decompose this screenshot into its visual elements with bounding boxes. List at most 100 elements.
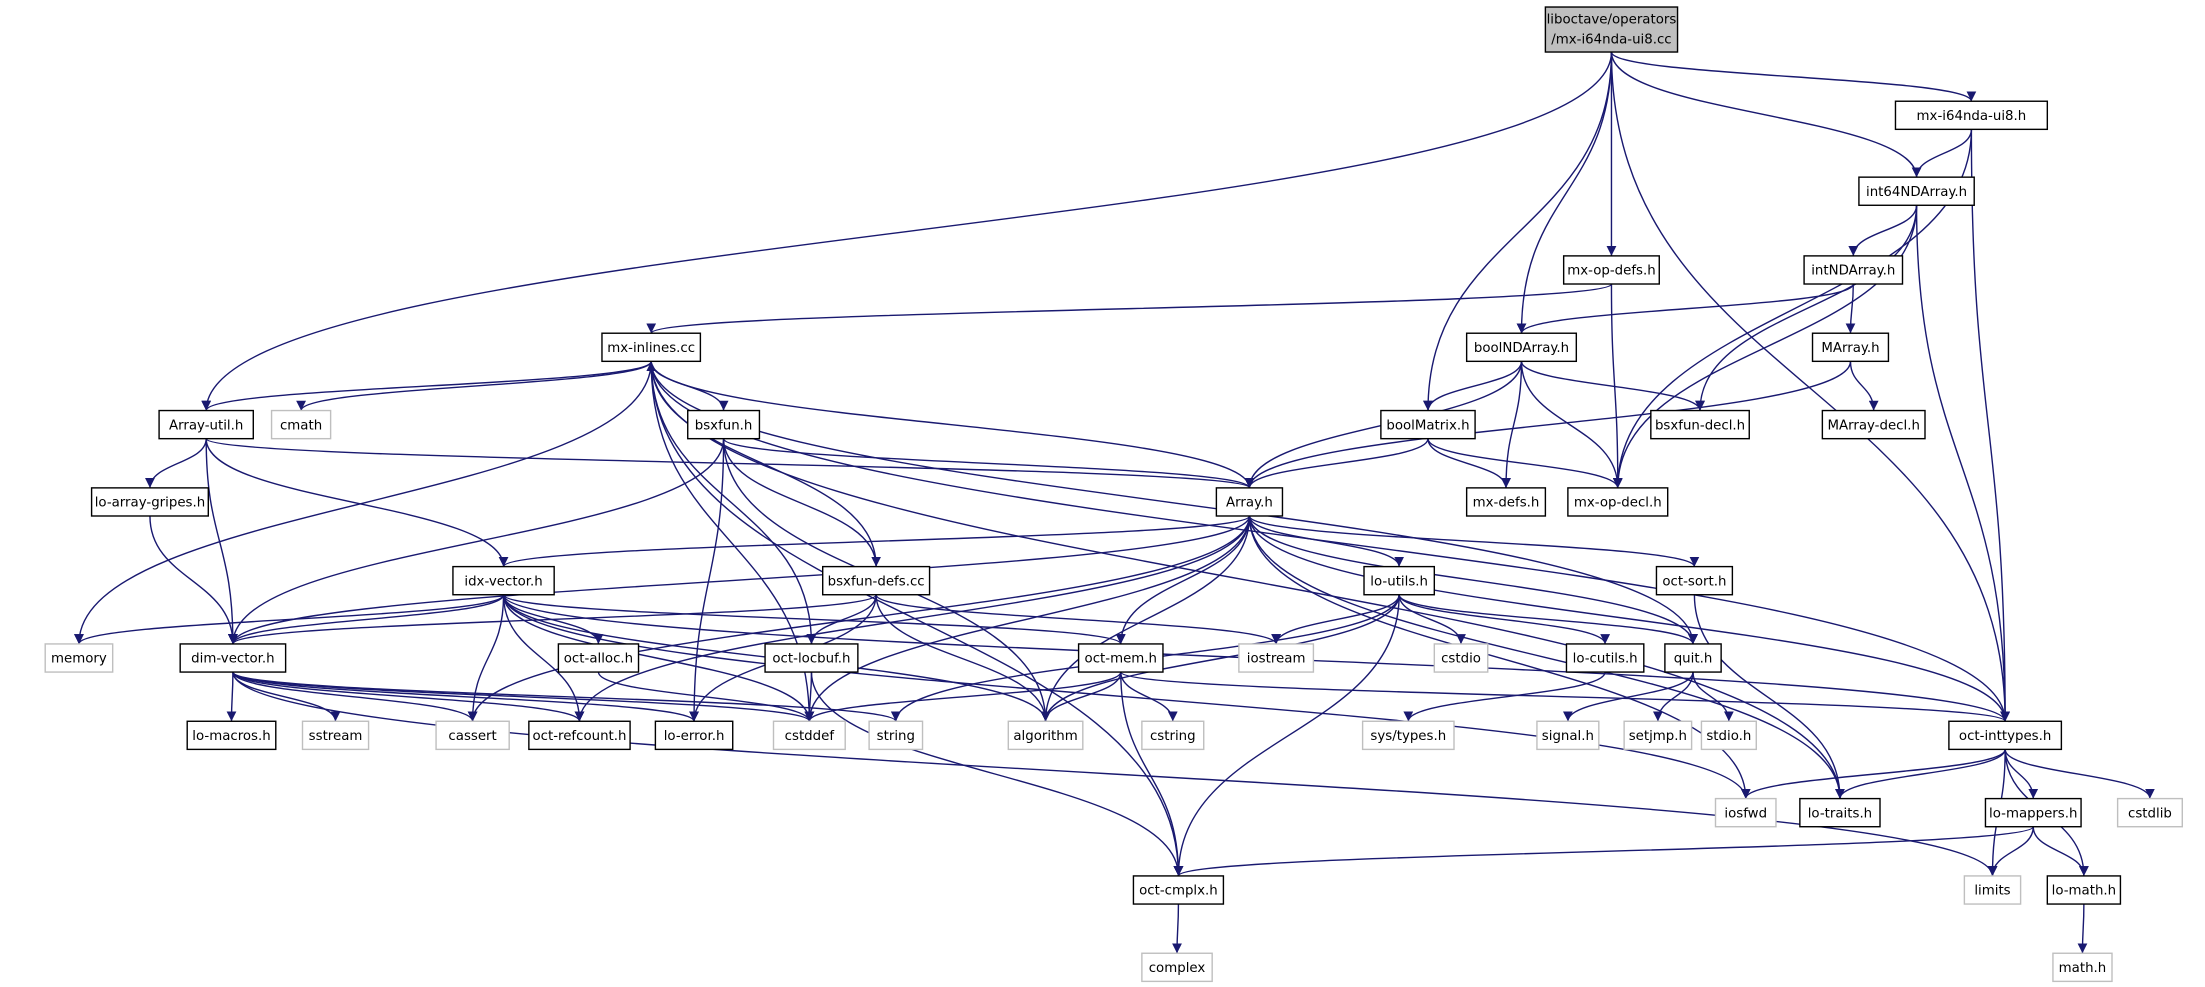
dependency-edge <box>145 438 207 488</box>
dependency-edge <box>722 438 1255 489</box>
node-box <box>1664 643 1722 673</box>
dependency-edge <box>1427 438 1511 488</box>
node-box <box>1361 720 1455 751</box>
node-box <box>1714 797 1777 828</box>
dependency-edge <box>1987 826 2034 876</box>
dependency-edge <box>804 515 1251 722</box>
node-box <box>772 720 846 751</box>
dependency-edge <box>205 438 238 644</box>
node-label: int64NDArray.h <box>1866 185 1967 200</box>
node-label: Array-util.h <box>169 418 243 433</box>
dependency-edge <box>597 671 815 722</box>
dependency-edge <box>228 438 725 644</box>
dependency-edge <box>1610 52 2011 722</box>
dependency-edge <box>1915 205 2011 722</box>
node-label: cstring <box>1150 729 1196 744</box>
node-label: lo-macros.h <box>192 729 270 744</box>
dependency-edge <box>1248 515 1698 644</box>
node-label: oct-locbuf.h <box>772 652 850 667</box>
node-label: bsxfun-defs.cc <box>828 574 925 589</box>
node-box <box>1007 720 1084 751</box>
node-box <box>1565 643 1645 673</box>
node-label: lo-array-gripes.h <box>95 496 206 511</box>
node-box <box>1215 487 1284 517</box>
node-label: cmath <box>280 418 322 433</box>
dependency-edge <box>875 594 1051 722</box>
dependency-edge <box>1652 672 1694 722</box>
dependency-edge <box>74 594 505 645</box>
dependency-edge <box>1040 594 1400 722</box>
node-label: cassert <box>448 729 496 744</box>
node-box <box>1803 255 1904 285</box>
dependency-edge <box>2077 904 2088 954</box>
dependency-edge <box>232 672 1998 876</box>
node-label: iosfwd <box>1724 806 1767 821</box>
node-label: oct-sort.h <box>1662 574 1726 589</box>
node-label: mx-i64nda-ui8.h <box>1917 109 2027 124</box>
dependency-edge <box>205 438 509 567</box>
dependency-edge <box>810 672 1184 876</box>
dependency-edge <box>502 594 815 722</box>
dependency-edge <box>1693 594 1845 799</box>
dependency-edge <box>1120 672 1184 876</box>
dependency-edge <box>1520 361 1705 411</box>
node-label: mx-defs.h <box>1473 496 1540 511</box>
node-box <box>1465 332 1578 363</box>
dependency-edge <box>1427 438 1623 489</box>
node-label: boolMatrix.h <box>1386 418 1469 433</box>
node-label: MArray.h <box>1821 341 1879 356</box>
node-box <box>557 643 640 673</box>
node-label: setjmp.h <box>1629 729 1687 744</box>
node-label: oct-cmplx.h <box>1139 884 1218 899</box>
dependency-edge <box>1403 671 1606 722</box>
node-box <box>601 332 702 363</box>
node-label: mx-op-defs.h <box>1567 264 1655 279</box>
node-box <box>1811 332 1890 363</box>
node-box <box>764 643 859 673</box>
node-box <box>2116 797 2183 828</box>
dependency-edge <box>2032 826 2089 877</box>
node-box <box>1623 720 1693 751</box>
node-box <box>1077 643 1164 673</box>
dependency-edge <box>1610 51 1977 102</box>
node-box <box>158 409 254 440</box>
dependency-edge <box>1501 361 1523 488</box>
node-box <box>1141 720 1205 751</box>
dependency-edge <box>1740 749 2006 799</box>
node-box <box>1141 952 1213 983</box>
dependency-edge <box>232 671 478 722</box>
dependency-edge <box>1248 515 1845 799</box>
dependency-edge <box>498 515 1251 568</box>
dependency-edge <box>226 672 237 722</box>
node-label: lo-cutils.h <box>1573 652 1638 667</box>
node-box <box>528 720 631 751</box>
dependency-edge <box>650 361 1255 488</box>
node-box <box>1650 409 1750 440</box>
dependency-edge <box>1423 52 1613 411</box>
node-label: complex <box>1149 961 1206 976</box>
dependency-edge <box>1845 284 1856 334</box>
node-label: string <box>877 729 915 744</box>
node-box <box>2046 875 2122 905</box>
root-node-label: liboctave/operators <box>1547 13 1677 28</box>
node-box <box>1984 797 2082 828</box>
dependency-edge <box>806 594 877 645</box>
node-label: intNDArray.h <box>1811 264 1895 279</box>
node-label: boolNDArray.h <box>1474 341 1569 356</box>
dependency-edge <box>1520 361 1623 488</box>
node-box <box>435 720 510 751</box>
dependency-edge <box>646 361 877 567</box>
node-box <box>1363 565 1436 596</box>
dependency-edge <box>1173 594 1400 876</box>
dependency-edge <box>1610 52 1922 178</box>
dependency-edge <box>1244 438 1429 489</box>
dependency-edge <box>650 361 817 644</box>
node-label: lo-utils.h <box>1370 574 1428 589</box>
node-box <box>1567 487 1669 517</box>
node-box <box>654 720 734 751</box>
node-label: lo-traits.h <box>1808 806 1872 821</box>
node-label: cstddef <box>785 729 835 744</box>
dependency-edge <box>1911 129 1973 178</box>
node-box <box>270 409 332 440</box>
dependency-edge <box>2004 749 2155 799</box>
